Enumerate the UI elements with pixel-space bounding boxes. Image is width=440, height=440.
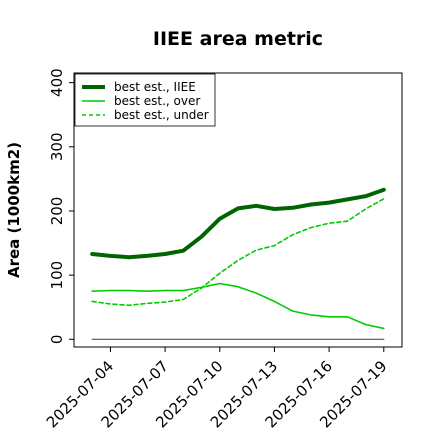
y-tick-label: 400 — [48, 68, 66, 97]
plot-lines — [90, 187, 386, 340]
legend: best est., IIEE best est., over best est… — [74, 73, 216, 127]
legend-label-over: best est., over — [114, 94, 200, 108]
legend-label-iiee: best est., IIEE — [114, 80, 196, 94]
plot-frame — [73, 72, 403, 348]
series-line-over — [91, 282, 385, 330]
y-axis-label: Area (1000km2) — [5, 142, 23, 278]
x-axis: 2025-07-042025-07-072025-07-102025-07-13… — [43, 347, 391, 431]
series-line-iiee — [90, 187, 386, 260]
y-axis: 0 100 200 300 400 — [48, 68, 74, 344]
y-tick-label: 300 — [48, 132, 66, 161]
y-tick-label: 200 — [48, 197, 66, 226]
series-line-under — [91, 198, 385, 307]
y-tick-label: 100 — [48, 261, 66, 290]
legend-box — [74, 73, 216, 127]
legend-label-under: best est., under — [114, 108, 209, 122]
chart-title: IIEE area metric — [153, 28, 323, 50]
y-tick-label: 0 — [48, 335, 66, 345]
